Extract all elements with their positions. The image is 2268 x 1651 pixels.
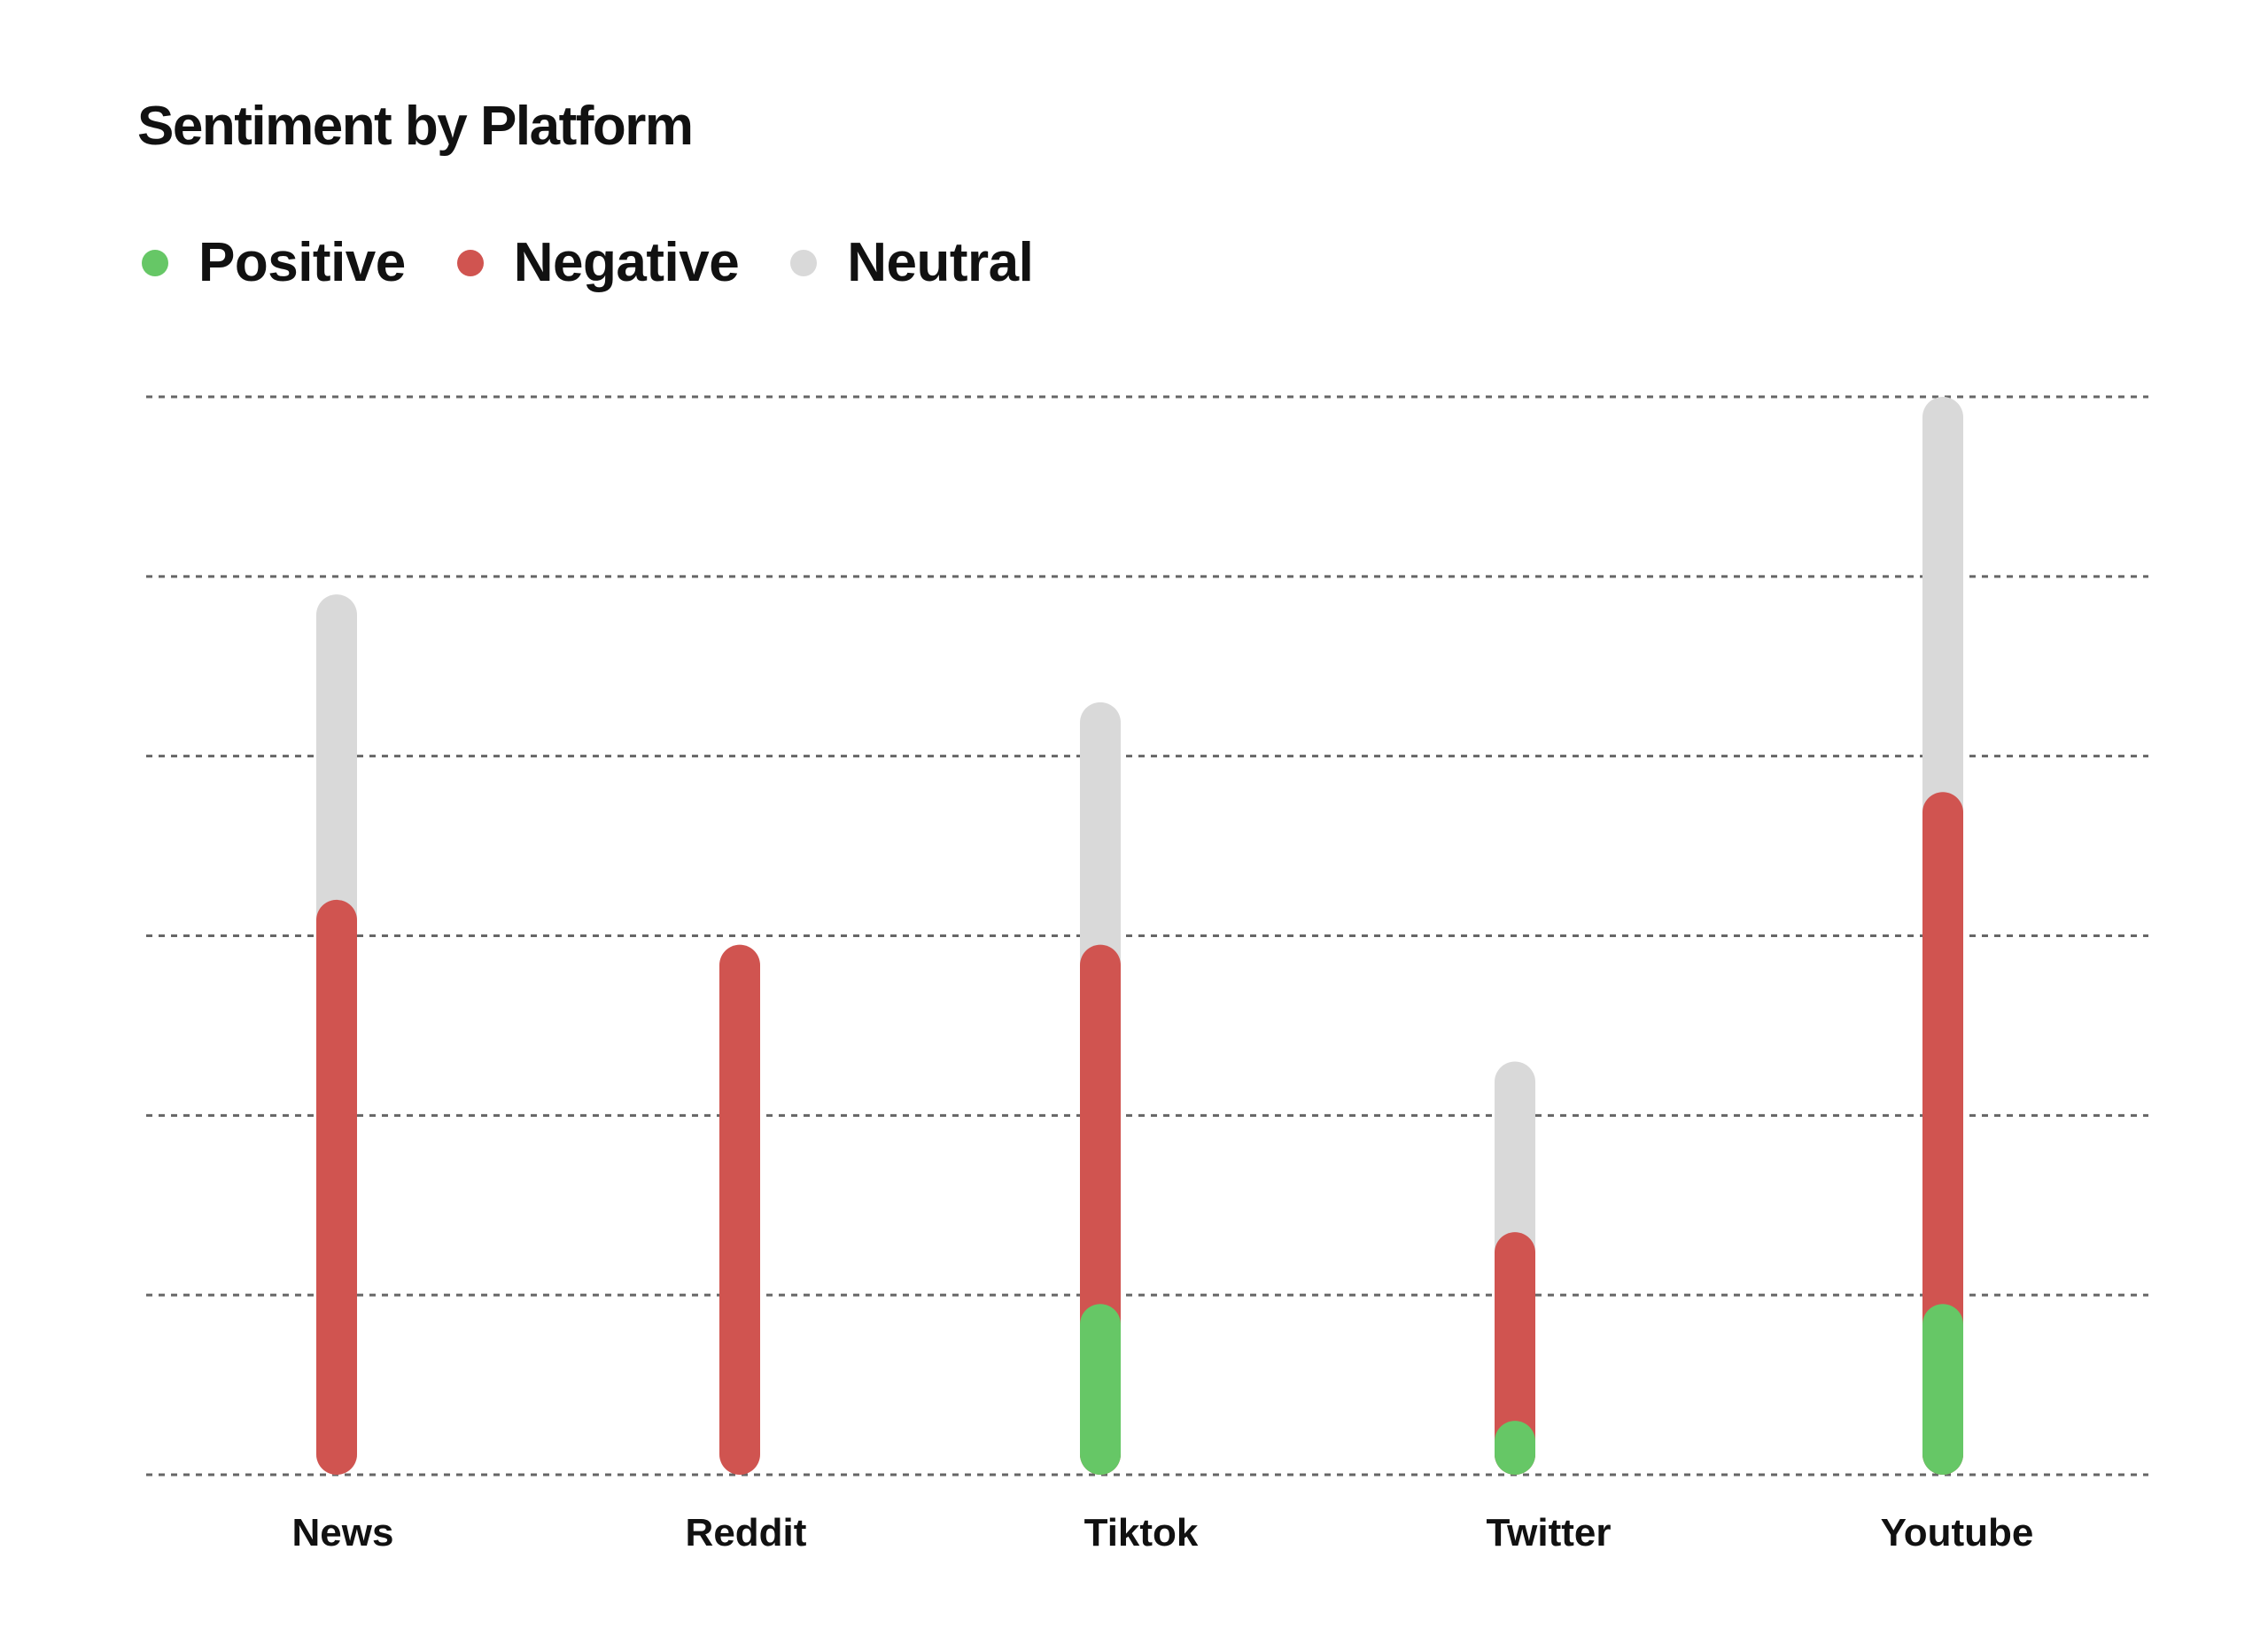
bar-twitter-positive	[1495, 1421, 1535, 1475]
legend-label-negative: Negative	[513, 232, 740, 293]
legend-item-neutral: Neutral	[790, 232, 1034, 293]
legend-item-negative: Negative	[456, 232, 740, 293]
category-label-tiktok: Tiktok	[1084, 1511, 1199, 1554]
legend-label-positive: Positive	[198, 232, 406, 293]
bar-news-negative	[316, 899, 357, 1475]
bar-tiktok-positive	[1080, 1304, 1121, 1475]
legend-label-neutral: Neutral	[847, 232, 1034, 293]
legend-item-positive: Positive	[142, 236, 406, 291]
category-labels: News Reddit Tiktok Twitter Youtube	[292, 1511, 2034, 1554]
bars	[316, 397, 1963, 1475]
bar-reddit-negative	[719, 944, 760, 1475]
category-label-reddit: Reddit	[686, 1511, 807, 1554]
bar-youtube-negative	[1922, 792, 1963, 1475]
gridlines	[146, 395, 2148, 1477]
chart-title: Sentiment by Platform	[137, 96, 694, 157]
category-label-youtube: Youtube	[1881, 1511, 2034, 1554]
bar-youtube-positive	[1922, 1304, 1963, 1475]
category-label-twitter: Twitter	[1487, 1511, 1612, 1554]
bar-twitter-negative	[1495, 1232, 1535, 1475]
legend-dot-negative	[456, 250, 484, 276]
legend: Positive Negative Neutral	[142, 236, 1084, 291]
category-label-news: News	[292, 1511, 394, 1554]
legend-dot-positive	[142, 250, 168, 276]
legend-dot-neutral	[790, 250, 818, 276]
